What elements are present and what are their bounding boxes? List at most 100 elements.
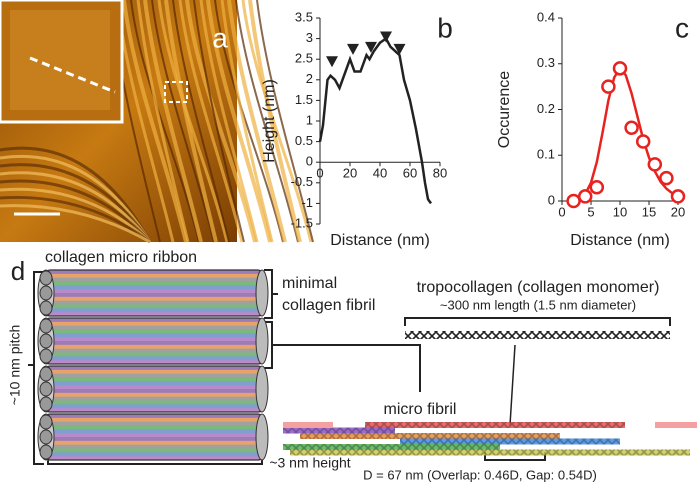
fibril-stripe	[46, 325, 262, 330]
tropocollagen	[405, 331, 670, 339]
cylinder-end	[39, 396, 53, 412]
line	[318, 36, 433, 205]
fibril-stripe	[46, 381, 262, 386]
fibril-stripe	[46, 329, 262, 334]
label: tropocollagen (collagen monomer)	[417, 279, 660, 296]
label: collagen micro ribbon	[45, 249, 197, 266]
fibril	[256, 0, 314, 243]
fibril	[214, 0, 284, 243]
marker	[326, 56, 338, 68]
cylinder-end	[39, 429, 53, 445]
fibril-stripe	[46, 285, 262, 290]
fibril-stripe	[46, 452, 262, 457]
tropocollagen	[400, 438, 620, 445]
x-tick-label: 0	[558, 204, 565, 219]
y-tick-label: 0	[306, 154, 313, 169]
fibril	[178, 0, 244, 243]
fibril-stripe	[46, 448, 262, 453]
fibril-stripe	[46, 404, 262, 409]
fibril-stripe	[46, 293, 262, 298]
cylinder-end	[39, 270, 53, 286]
cylinder-end	[39, 414, 53, 430]
fibril	[172, 0, 230, 243]
label: collagen fibril	[282, 297, 375, 314]
fibril-stripe	[46, 304, 262, 309]
marker	[365, 41, 377, 53]
label: ~3 nm height	[269, 455, 350, 471]
fibril	[235, 0, 299, 243]
fibril	[227, 0, 287, 243]
fibril-stripe	[46, 352, 262, 357]
fibril-stripe	[46, 277, 262, 282]
fibril-stripe	[46, 296, 262, 302]
cylinder-end	[39, 381, 53, 397]
label: minimal	[282, 275, 337, 292]
x-tick-label: 20	[671, 204, 685, 219]
tropocollagen	[300, 433, 560, 439]
y-tick-label: 0.5	[295, 133, 313, 148]
point	[589, 180, 605, 195]
fibril	[136, 0, 190, 243]
y-tick-label: 0.3	[537, 55, 555, 70]
label: ~10 nm pitch	[7, 325, 23, 406]
point	[577, 189, 593, 204]
fibril-stripe	[46, 392, 262, 398]
cylinder-end	[39, 285, 53, 301]
fibril	[151, 0, 215, 243]
y-tick-label: 1	[306, 112, 313, 127]
fibril-stripe	[46, 444, 262, 449]
fibril-stripe	[46, 440, 262, 446]
y-tick-label: 2	[306, 71, 313, 86]
fibril-stripe	[46, 429, 262, 434]
y-tick-label: -0.5	[291, 174, 313, 189]
fibril-stripe	[46, 417, 262, 423]
point	[659, 170, 674, 186]
fibril-stripe	[46, 360, 262, 365]
panel-label: c	[675, 12, 689, 43]
fibril-stripe	[46, 425, 262, 430]
fibril-stripe	[46, 408, 262, 413]
fibril-stripe	[46, 318, 262, 323]
cylinder-end	[255, 317, 269, 365]
fibril	[0, 171, 152, 243]
fibril-stripe	[46, 400, 262, 405]
fibril-stripe	[46, 456, 262, 461]
fibril	[130, 0, 200, 243]
fibril-stripe	[46, 369, 262, 375]
fibril-stripe	[46, 289, 262, 294]
point	[601, 79, 616, 94]
y-tick-label: 3.5	[295, 9, 313, 24]
cylinder-end	[255, 269, 269, 317]
fibril	[0, 195, 151, 244]
fibril-stripe	[46, 433, 262, 438]
fibril-stripe	[46, 389, 262, 394]
fibril-stripe	[46, 373, 262, 378]
fibril-stripe	[46, 333, 262, 338]
x-tick-label: 0	[316, 166, 323, 181]
y-tick-label: 0.1	[537, 147, 555, 162]
fibril	[122, 0, 188, 243]
fibril	[220, 0, 274, 243]
fibril	[0, 187, 152, 244]
fibril-stripe	[46, 414, 262, 419]
cylinder-end	[255, 365, 269, 413]
point	[624, 120, 639, 136]
fibril-stripe	[46, 377, 262, 382]
afm-image: a	[0, 0, 314, 244]
marker	[380, 31, 392, 43]
fibril-stripe	[46, 385, 262, 390]
fibril	[164, 0, 218, 243]
fibrils	[0, 0, 314, 244]
x-tick-label: 20	[343, 166, 357, 181]
fibril	[0, 179, 152, 244]
fibril-stripe	[46, 321, 262, 327]
fibril	[185, 0, 257, 243]
y-tick-label: -1.5	[291, 215, 313, 230]
tropocollagen	[283, 427, 395, 434]
point	[670, 189, 686, 204]
fibril-stripe	[46, 270, 262, 275]
point	[612, 61, 628, 76]
x-tick-label: 15	[642, 204, 656, 219]
marker	[347, 43, 359, 55]
